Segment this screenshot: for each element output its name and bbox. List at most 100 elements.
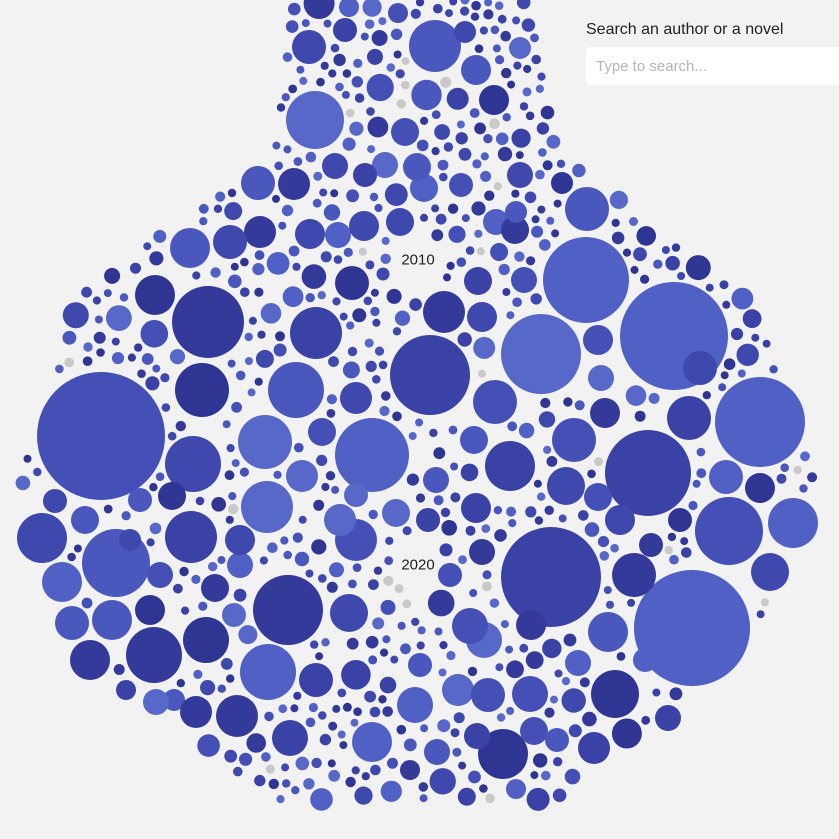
novel-bubble[interactable] (762, 339, 771, 348)
novel-bubble[interactable] (238, 625, 258, 645)
novel-bubble[interactable] (655, 705, 681, 731)
novel-bubble[interactable] (200, 680, 216, 696)
novel-bubble[interactable] (551, 172, 573, 194)
novel-bubble[interactable] (456, 120, 465, 129)
novel-bubble[interactable] (369, 706, 381, 718)
novel-bubble[interactable] (456, 257, 467, 268)
novel-bubble[interactable] (325, 222, 351, 248)
novel-bubble[interactable] (215, 191, 226, 202)
novel-bubble[interactable] (489, 598, 500, 608)
novel-bubble[interactable] (479, 85, 509, 115)
novel-bubble[interactable] (546, 216, 555, 225)
novel-bubble[interactable] (342, 361, 360, 379)
novel-bubble[interactable] (195, 496, 205, 506)
novel-bubble[interactable] (465, 246, 475, 255)
novel-bubble[interactable] (126, 627, 182, 683)
novel-bubble[interactable] (252, 263, 265, 276)
novel-bubble[interactable] (664, 545, 673, 555)
novel-bubble[interactable] (179, 566, 189, 577)
novel-bubble[interactable] (780, 463, 789, 473)
novel-bubble[interactable] (634, 410, 646, 422)
novel-bubble[interactable] (339, 741, 348, 750)
novel-bubble[interactable] (272, 720, 308, 756)
novel-bubble[interactable] (718, 383, 727, 392)
novel-bubble[interactable] (533, 753, 548, 768)
novel-bubble[interactable] (161, 403, 171, 412)
novel-bubble[interactable] (149, 522, 162, 535)
novel-bubble[interactable] (233, 766, 243, 777)
novel-bubble[interactable] (295, 756, 310, 771)
novel-bubble[interactable] (111, 337, 120, 346)
novel-bubble[interactable] (295, 219, 325, 249)
novel-bubble[interactable] (584, 483, 612, 511)
novel-bubble[interactable] (446, 261, 455, 270)
novel-bubble[interactable] (298, 515, 307, 524)
novel-bubble[interactable] (460, 463, 479, 482)
novel-bubble[interactable] (511, 267, 537, 293)
novel-bubble[interactable] (431, 229, 444, 242)
novel-bubble[interactable] (722, 300, 731, 309)
novel-bubble[interactable] (366, 73, 394, 102)
novel-bubble[interactable] (268, 778, 279, 790)
novel-bubble[interactable] (244, 332, 253, 342)
novel-bubble[interactable] (445, 9, 453, 18)
novel-bubble[interactable] (364, 19, 375, 30)
novel-bubble[interactable] (233, 588, 247, 602)
novel-bubble[interactable] (333, 53, 346, 67)
novel-bubble[interactable] (523, 64, 532, 74)
novel-bubble[interactable] (175, 420, 186, 432)
novel-bubble[interactable] (321, 638, 330, 647)
novel-bubble[interactable] (605, 430, 691, 516)
novel-bubble[interactable] (328, 69, 337, 78)
novel-bubble[interactable] (81, 597, 93, 609)
novel-bubble[interactable] (458, 555, 467, 565)
novel-bubble[interactable] (213, 225, 247, 259)
novel-bubble[interactable] (198, 203, 209, 214)
novel-bubble[interactable] (441, 520, 458, 536)
novel-bubble[interactable] (81, 286, 92, 298)
novel-bubble[interactable] (301, 19, 310, 28)
novel-bubble[interactable] (222, 420, 231, 429)
novel-bubble[interactable] (350, 718, 359, 727)
novel-bubble[interactable] (505, 201, 527, 223)
novel-bubble[interactable] (175, 363, 229, 417)
novel-bubble[interactable] (526, 256, 536, 266)
novel-bubble[interactable] (328, 769, 341, 782)
novel-bubble[interactable] (349, 121, 364, 136)
novel-bubble[interactable] (305, 151, 317, 163)
novel-bubble[interactable] (641, 715, 651, 725)
novel-bubble[interactable] (437, 719, 451, 733)
novel-bubble[interactable] (346, 189, 359, 203)
novel-bubble[interactable] (397, 687, 433, 723)
novel-bubble[interactable] (127, 353, 136, 362)
novel-bubble[interactable] (267, 542, 278, 553)
novel-bubble[interactable] (319, 188, 328, 197)
novel-bubble[interactable] (537, 492, 546, 501)
novel-bubble[interactable] (534, 516, 544, 525)
novel-bubble[interactable] (323, 204, 341, 221)
novel-bubble[interactable] (347, 346, 358, 357)
novel-bubble[interactable] (429, 768, 456, 795)
novel-bubble[interactable] (665, 255, 680, 271)
novel-bubble[interactable] (485, 793, 495, 804)
novel-bubble[interactable] (293, 157, 303, 166)
novel-bubble[interactable] (588, 365, 614, 391)
novel-bubble[interactable] (259, 556, 268, 565)
novel-bubble[interactable] (408, 432, 417, 440)
novel-bubble[interactable] (285, 20, 299, 33)
novel-bubble[interactable] (180, 696, 212, 728)
novel-bubble[interactable] (225, 515, 234, 524)
novel-bubble[interactable] (362, 0, 382, 17)
novel-bubble[interactable] (380, 253, 391, 264)
novel-bubble[interactable] (384, 556, 394, 566)
novel-bubble[interactable] (313, 171, 323, 181)
novel-bubble[interactable] (370, 764, 381, 776)
novel-bubble[interactable] (374, 203, 383, 213)
novel-bubble[interactable] (443, 273, 451, 282)
novel-bubble[interactable] (62, 302, 89, 329)
novel-bubble[interactable] (511, 128, 531, 148)
novel-bubble[interactable] (268, 362, 324, 418)
novel-bubble[interactable] (530, 771, 539, 780)
novel-bubble[interactable] (260, 303, 282, 324)
novel-bubble[interactable] (612, 553, 656, 597)
